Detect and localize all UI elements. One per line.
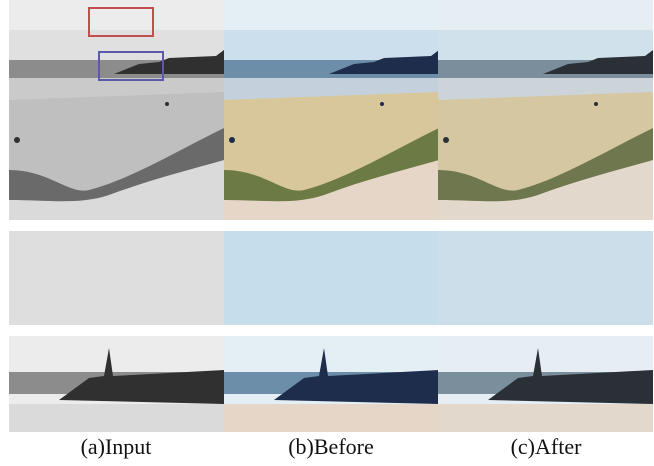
image-column (438, 0, 653, 432)
image-column (9, 0, 224, 432)
person (165, 102, 169, 106)
caption: (b)Before (288, 434, 374, 459)
sky-crop (224, 231, 439, 325)
crop-sand (224, 404, 439, 432)
sky-crop (9, 231, 224, 325)
image-column (224, 0, 439, 432)
sky-crop (438, 231, 653, 325)
person (443, 137, 449, 143)
person (14, 137, 20, 143)
person (229, 137, 235, 143)
caption: (a)Input (81, 434, 152, 459)
person (594, 102, 598, 106)
caption: (c)After (511, 434, 583, 459)
crop-sand (438, 404, 653, 432)
figure: (a)Input (b)Before (c)After (0, 0, 654, 466)
person (380, 102, 384, 106)
page: {"captions": ["(a)Input", "(b)Before", "… (0, 0, 654, 466)
crop-sand (9, 404, 224, 432)
